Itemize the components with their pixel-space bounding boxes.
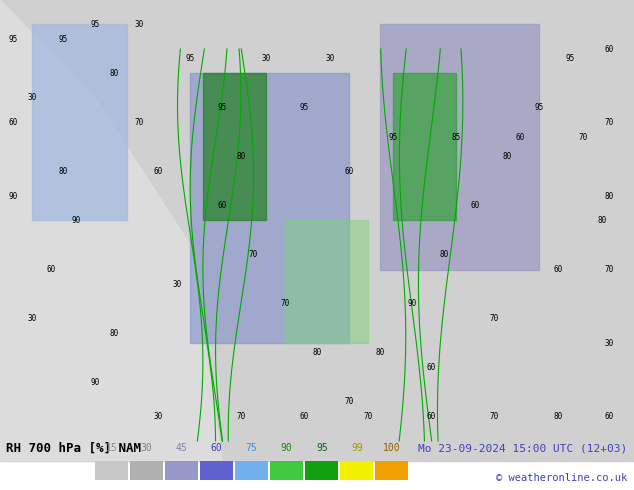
Text: 95: 95 xyxy=(91,20,100,29)
Text: 80: 80 xyxy=(553,412,562,421)
Polygon shape xyxy=(380,24,539,270)
Text: 60: 60 xyxy=(553,265,562,274)
Text: © weatheronline.co.uk: © weatheronline.co.uk xyxy=(496,473,628,483)
Text: 80: 80 xyxy=(110,69,119,78)
Text: 95: 95 xyxy=(316,443,328,453)
Text: 85: 85 xyxy=(452,133,461,142)
Text: 80: 80 xyxy=(439,250,448,259)
Text: 95: 95 xyxy=(566,54,575,63)
Text: 90: 90 xyxy=(281,443,293,453)
Text: 30: 30 xyxy=(325,54,334,63)
Text: 80: 80 xyxy=(503,152,512,161)
Text: 90: 90 xyxy=(408,299,417,308)
Text: 70: 70 xyxy=(579,133,588,142)
Text: 30: 30 xyxy=(27,94,36,102)
Text: 60: 60 xyxy=(604,412,613,421)
Text: 80: 80 xyxy=(313,348,321,357)
Text: 70: 70 xyxy=(363,412,372,421)
Polygon shape xyxy=(203,74,266,221)
Text: 70: 70 xyxy=(344,397,353,406)
Text: 80: 80 xyxy=(598,216,607,225)
Text: 60: 60 xyxy=(604,45,613,53)
Text: 95: 95 xyxy=(217,103,226,112)
Text: 80: 80 xyxy=(236,152,245,161)
Text: 70: 70 xyxy=(281,299,290,308)
Text: 95: 95 xyxy=(8,35,17,44)
Text: 70: 70 xyxy=(490,314,499,323)
Text: 60: 60 xyxy=(154,167,163,176)
Text: 30: 30 xyxy=(173,280,182,289)
Polygon shape xyxy=(285,220,368,343)
Text: 60: 60 xyxy=(300,412,309,421)
Text: 30: 30 xyxy=(27,314,36,323)
Text: 30: 30 xyxy=(604,339,613,347)
Text: 90: 90 xyxy=(8,192,17,200)
Text: 60: 60 xyxy=(515,133,524,142)
Text: 95: 95 xyxy=(59,35,68,44)
Text: 60: 60 xyxy=(210,443,223,453)
Text: 95: 95 xyxy=(186,54,195,63)
Text: 60: 60 xyxy=(46,265,55,274)
Text: 45: 45 xyxy=(176,443,188,453)
Polygon shape xyxy=(0,0,222,461)
Text: 70: 70 xyxy=(604,118,613,127)
Text: Mo 23-09-2024 15:00 UTC (12+03): Mo 23-09-2024 15:00 UTC (12+03) xyxy=(418,443,628,453)
Text: 80: 80 xyxy=(376,348,385,357)
Text: 75: 75 xyxy=(246,443,257,453)
Polygon shape xyxy=(190,74,349,343)
Text: 70: 70 xyxy=(135,118,144,127)
Text: 70: 70 xyxy=(236,412,245,421)
Text: 60: 60 xyxy=(427,363,436,372)
Text: 70: 70 xyxy=(490,412,499,421)
Text: 30: 30 xyxy=(262,54,271,63)
Polygon shape xyxy=(393,74,456,221)
Text: 95: 95 xyxy=(389,133,398,142)
Text: 80: 80 xyxy=(59,167,68,176)
Text: 60: 60 xyxy=(471,201,480,210)
Text: 60: 60 xyxy=(8,118,17,127)
Text: 30: 30 xyxy=(135,20,144,29)
Polygon shape xyxy=(32,24,127,220)
Text: 95: 95 xyxy=(300,103,309,112)
Text: 80: 80 xyxy=(110,329,119,338)
Text: 90: 90 xyxy=(72,216,81,225)
Text: 90: 90 xyxy=(91,378,100,387)
Text: 95: 95 xyxy=(534,103,543,112)
Text: 30: 30 xyxy=(154,412,163,421)
Text: 60: 60 xyxy=(344,167,353,176)
Text: RH 700 hPa [%] NAM: RH 700 hPa [%] NAM xyxy=(6,442,141,455)
Text: 15: 15 xyxy=(106,443,117,453)
Text: 60: 60 xyxy=(427,412,436,421)
Text: 100: 100 xyxy=(383,443,401,453)
Text: 60: 60 xyxy=(217,201,226,210)
Text: 70: 70 xyxy=(249,250,258,259)
Text: 99: 99 xyxy=(351,443,363,453)
Text: 80: 80 xyxy=(604,192,613,200)
Text: 30: 30 xyxy=(141,443,153,453)
Text: 70: 70 xyxy=(604,265,613,274)
